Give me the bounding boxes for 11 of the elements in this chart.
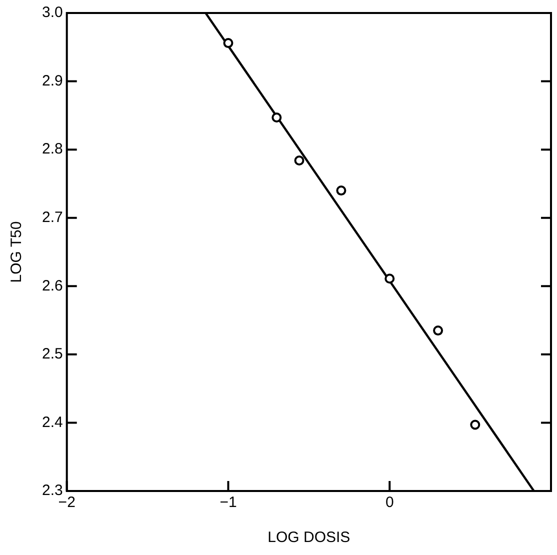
y-tick-label: 2.7 xyxy=(42,209,63,226)
y-tick-label: 2.5 xyxy=(42,346,63,363)
y-tick-label: 2.4 xyxy=(42,414,63,431)
x-tick-label: −1 xyxy=(220,494,237,512)
y-axis-title: LOG T50 xyxy=(8,221,26,283)
y-tick-label: 2.6 xyxy=(42,277,63,294)
y-tick-label: 2.8 xyxy=(42,140,63,158)
x-axis-title: LOG DOSIS xyxy=(268,529,350,546)
y-tick-label: 3.0 xyxy=(42,4,63,22)
x-tick-label: 0 xyxy=(385,494,394,512)
y-tick-label: 2.9 xyxy=(42,72,63,90)
